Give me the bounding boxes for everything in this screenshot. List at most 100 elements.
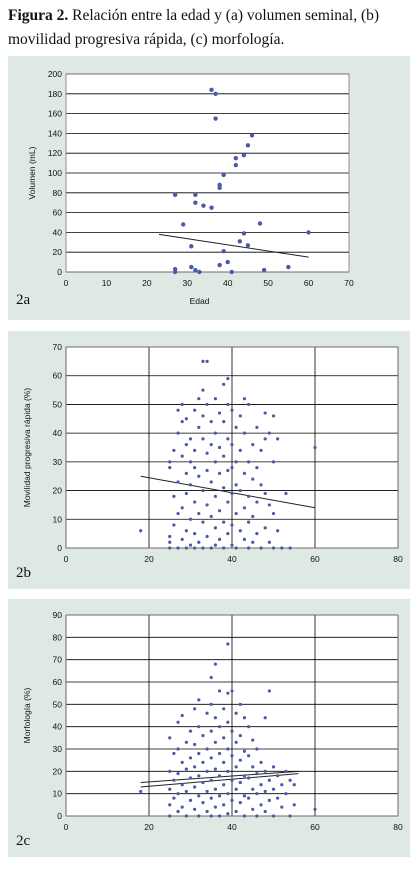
data-point: [255, 771, 259, 776]
x-tick-label: 20: [142, 278, 152, 288]
y-tick-label: 40: [53, 722, 63, 732]
data-point: [172, 448, 176, 452]
data-point: [197, 774, 201, 778]
data-point: [230, 798, 234, 802]
data-point: [201, 414, 205, 418]
trend-line: [158, 233, 309, 258]
data-point: [242, 814, 247, 818]
data-point: [189, 244, 194, 249]
data-point: [201, 780, 205, 785]
data-point: [222, 707, 226, 711]
data-point: [193, 807, 197, 811]
data-point: [267, 431, 271, 435]
data-point: [284, 792, 288, 796]
data-point: [234, 546, 238, 550]
caption-text: Relación entre la edad y (a) volumen sem…: [8, 7, 380, 48]
data-point: [234, 711, 238, 715]
x-tick-label: 0: [64, 822, 69, 832]
data-point: [172, 778, 176, 782]
data-point: [222, 420, 226, 424]
y-tick-label: 80: [53, 632, 63, 642]
data-point: [259, 546, 263, 550]
data-point: [247, 725, 251, 729]
data-point: [313, 445, 317, 450]
data-point: [263, 411, 267, 415]
data-point: [267, 798, 271, 802]
data-point: [168, 540, 172, 544]
data-point: [242, 794, 247, 798]
data-point: [255, 466, 259, 470]
data-point: [259, 803, 263, 807]
data-point: [193, 500, 197, 504]
data-point: [280, 546, 284, 550]
x-tick-label: 40: [223, 278, 233, 288]
data-point: [205, 468, 209, 473]
y-tick-label: 50: [53, 399, 63, 409]
data-point: [245, 143, 251, 148]
data-point: [193, 192, 198, 197]
data-point: [205, 769, 209, 773]
data-point: [217, 445, 222, 450]
data-point: [201, 388, 205, 392]
data-point: [242, 749, 247, 753]
data-point: [251, 443, 255, 447]
data-point: [288, 546, 292, 550]
data-point: [193, 200, 198, 205]
plot-border: [65, 346, 399, 549]
y-tick-label: 100: [48, 168, 62, 178]
data-point: [188, 729, 193, 733]
data-point: [263, 809, 267, 814]
y-tick-label: 0: [57, 811, 62, 821]
data-point: [267, 689, 271, 693]
data-point: [205, 402, 209, 407]
data-point: [201, 801, 205, 805]
data-point: [184, 491, 188, 496]
data-point: [276, 437, 280, 441]
data-point: [197, 540, 201, 544]
figure-caption: Figura 2. Relación entre la edad y (a) v…: [8, 4, 412, 52]
panel-label-2b: 2b: [16, 565, 31, 581]
data-point: [172, 269, 178, 275]
data-point: [230, 443, 234, 447]
data-point: [172, 523, 176, 527]
y-tick-label: 140: [48, 128, 62, 138]
data-point: [259, 783, 263, 787]
y-tick-label: 30: [53, 744, 63, 754]
data-point: [172, 796, 176, 800]
data-point: [255, 425, 259, 429]
data-point: [217, 751, 222, 756]
data-point: [263, 716, 267, 720]
data-point: [209, 756, 213, 760]
data-point: [238, 488, 242, 493]
trend-line: [140, 773, 299, 788]
data-point: [226, 500, 230, 504]
data-point: [245, 243, 251, 248]
y-tick-label: 10: [53, 514, 63, 524]
data-point: [180, 402, 184, 407]
data-point: [267, 778, 271, 782]
data-point: [213, 460, 217, 464]
data-point: [213, 662, 217, 666]
data-point: [261, 267, 267, 273]
data-point: [238, 780, 242, 785]
data-point: [205, 359, 209, 363]
panel-label-2c: 2c: [16, 833, 31, 849]
data-point: [176, 720, 180, 724]
data-point: [213, 716, 217, 720]
data-point: [139, 529, 143, 533]
data-point: [205, 534, 209, 539]
data-point: [255, 532, 259, 536]
data-point: [193, 267, 198, 273]
x-tick-label: 40: [227, 822, 237, 832]
data-point: [284, 491, 288, 496]
data-point: [213, 787, 217, 791]
data-point: [193, 742, 197, 747]
x-tick-label: 60: [310, 822, 320, 832]
data-point: [205, 503, 209, 507]
data-point: [197, 269, 202, 275]
y-tick-label: 0: [57, 543, 62, 553]
data-point: [217, 689, 222, 693]
chart-panel-2b: 0 10 20 30 40 50 60 70 0 20 40 60 80 Movilidad progre…: [8, 331, 410, 589]
data-point: [276, 796, 280, 800]
data-point: [271, 765, 276, 769]
